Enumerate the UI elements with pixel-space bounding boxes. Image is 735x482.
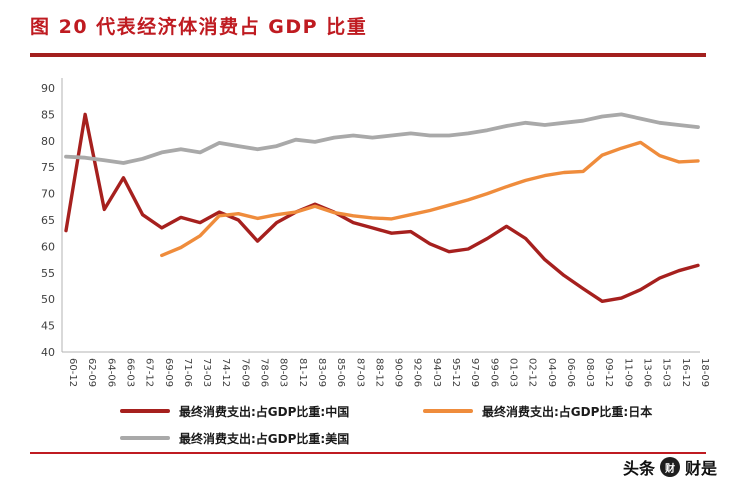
- svg-text:66-03: 66-03: [124, 358, 135, 387]
- svg-text:01-03: 01-03: [507, 358, 518, 387]
- watermark-name: 财是: [684, 459, 717, 478]
- legend-label-japan: 最终消费支出:占GDP比重:日本: [482, 404, 653, 419]
- svg-text:88-12: 88-12: [373, 358, 384, 387]
- svg-text:45: 45: [41, 320, 55, 333]
- svg-text:55: 55: [41, 267, 55, 280]
- watermark: 头条 财 财是: [623, 455, 717, 479]
- legend-item-china: 最终消费支出:占GDP比重:中国: [120, 404, 350, 419]
- svg-text:73-03: 73-03: [201, 358, 212, 387]
- legend-label-china: 最终消费支出:占GDP比重:中国: [179, 404, 350, 419]
- figure-title: 图 20 代表经济体消费占 GDP 比重: [30, 16, 368, 38]
- svg-text:67-12: 67-12: [144, 358, 155, 387]
- svg-text:76-09: 76-09: [239, 358, 250, 387]
- svg-text:94-03: 94-03: [431, 358, 442, 387]
- watermark-avatar-icon: 财: [659, 457, 680, 477]
- svg-text:15-03: 15-03: [661, 358, 672, 387]
- svg-text:90-09: 90-09: [393, 358, 404, 387]
- svg-text:92-06: 92-06: [412, 358, 423, 387]
- svg-text:71-06: 71-06: [182, 358, 193, 387]
- watermark-prefix: 头条: [622, 459, 655, 478]
- svg-text:65: 65: [41, 214, 55, 227]
- svg-text:40: 40: [41, 346, 55, 359]
- svg-text:60: 60: [41, 240, 55, 253]
- legend-item-japan: 最终消费支出:占GDP比重:日本: [423, 404, 653, 419]
- svg-text:13-06: 13-06: [642, 358, 653, 387]
- legend-swatch-china: [120, 409, 170, 413]
- svg-text:18-09: 18-09: [699, 358, 710, 387]
- svg-text:75: 75: [41, 161, 55, 174]
- legend-swatch-usa: [120, 436, 170, 440]
- svg-text:11-09: 11-09: [622, 358, 633, 387]
- svg-text:80-03: 80-03: [278, 358, 289, 387]
- svg-text:85: 85: [41, 108, 55, 121]
- svg-text:74-12: 74-12: [220, 358, 231, 387]
- svg-text:04-09: 04-09: [546, 358, 557, 387]
- svg-text:85-06: 85-06: [335, 358, 346, 387]
- svg-text:02-12: 02-12: [527, 358, 538, 387]
- svg-text:83-09: 83-09: [316, 358, 327, 387]
- svg-text:08-03: 08-03: [584, 358, 595, 387]
- svg-text:95-12: 95-12: [450, 358, 461, 387]
- svg-text:62-09: 62-09: [86, 358, 97, 387]
- svg-text:50: 50: [41, 293, 55, 306]
- svg-text:97-09: 97-09: [469, 358, 480, 387]
- svg-text:90: 90: [41, 82, 55, 95]
- legend-item-usa: 最终消费支出:占GDP比重:美国: [120, 431, 350, 446]
- title-divider-bar: [30, 53, 706, 57]
- svg-text:99-06: 99-06: [488, 358, 499, 387]
- svg-text:78-06: 78-06: [259, 358, 270, 387]
- svg-text:87-03: 87-03: [354, 358, 365, 387]
- svg-text:69-09: 69-09: [163, 358, 174, 387]
- svg-text:06-06: 06-06: [565, 358, 576, 387]
- svg-text:70: 70: [41, 188, 55, 201]
- legend-swatch-japan: [423, 409, 473, 413]
- svg-text:64-06: 64-06: [105, 358, 116, 387]
- footer-divider-line: [30, 452, 706, 454]
- svg-text:81-12: 81-12: [297, 358, 308, 387]
- svg-text:80: 80: [41, 135, 55, 148]
- svg-text:09-12: 09-12: [603, 358, 614, 387]
- legend-label-usa: 最终消费支出:占GDP比重:美国: [179, 431, 350, 446]
- svg-text:60-12: 60-12: [67, 358, 78, 387]
- svg-text:16-12: 16-12: [680, 358, 691, 387]
